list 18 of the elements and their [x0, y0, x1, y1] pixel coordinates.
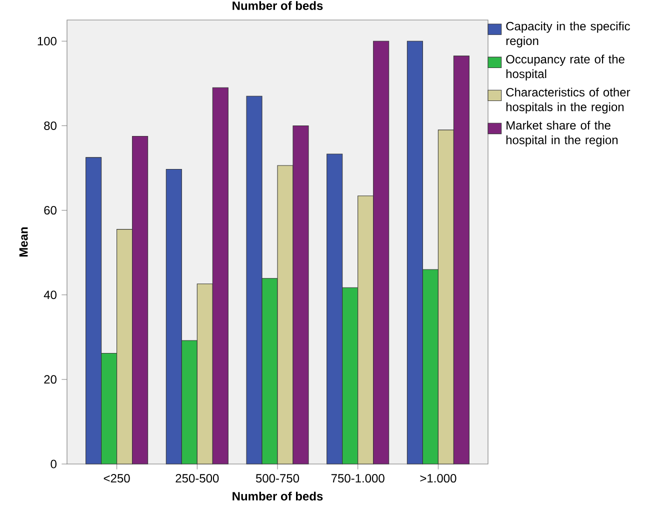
legend-label: Characteristics of other hospitals in the region	[506, 88, 630, 114]
y-tick-label: 80	[44, 121, 56, 130]
y-tick-label: 40	[44, 290, 56, 300]
x-axis-title: Number of beds	[232, 492, 323, 501]
x-tick-label: 750-1.000	[331, 474, 384, 483]
legend-label: Occupancy rate of the hospital	[506, 54, 624, 80]
chart-title: Number of beds	[232, 1, 323, 10]
legend-label: Capacity in the specific region	[506, 22, 630, 48]
x-tick-label: >1.000	[420, 474, 456, 483]
y-tick-label: 0	[50, 460, 56, 468]
x-tick-label: 250-500	[176, 474, 219, 483]
x-tick-label: <250	[104, 474, 130, 483]
y-tick-label: 60	[44, 206, 56, 215]
legend-label: Market share of the hospital in the region	[506, 120, 618, 147]
y-tick-label: 20	[44, 375, 56, 384]
y-axis-title: Mean	[19, 227, 28, 257]
x-tick-label: 500-750	[256, 474, 300, 483]
y-tick-label: 100	[38, 36, 56, 46]
